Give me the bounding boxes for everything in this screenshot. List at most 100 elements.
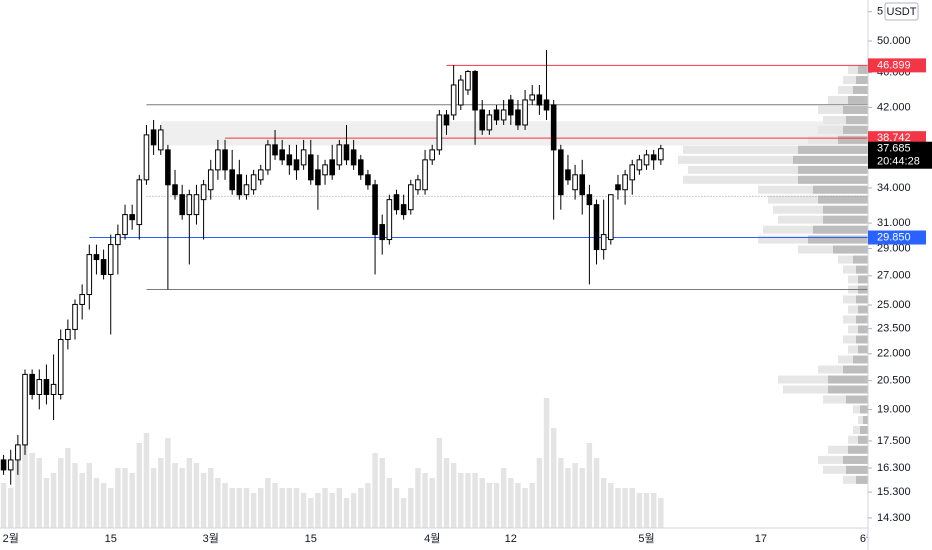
volume-bar	[615, 488, 621, 528]
candle-body	[465, 71, 471, 91]
volume-bar	[450, 463, 457, 528]
level-label: 38.742	[877, 132, 911, 144]
volume-bar	[86, 463, 93, 528]
candle-body	[443, 114, 450, 126]
volume-bar	[586, 443, 593, 528]
profile-row	[843, 76, 868, 85]
volume-bar	[658, 498, 664, 528]
profile-row-dark	[843, 365, 868, 374]
candle-body	[386, 199, 393, 241]
y-tick-label: 31.000	[877, 217, 911, 229]
profile-row-dark	[853, 85, 868, 94]
candle-body	[629, 164, 636, 181]
profile-row-dark	[846, 115, 868, 124]
candle-body	[322, 164, 328, 176]
candle-body	[522, 99, 528, 126]
profile-row	[843, 335, 868, 344]
profile-row-dark	[846, 395, 868, 404]
level-label-bg	[868, 131, 926, 146]
volume-bar	[15, 453, 21, 528]
volume-bar	[50, 473, 57, 528]
candle-body	[643, 154, 650, 166]
volume-bar	[250, 493, 257, 528]
volume-bar	[472, 473, 478, 528]
volume-bar	[200, 473, 207, 528]
profile-row-dark	[798, 145, 868, 154]
candle-body	[15, 444, 21, 461]
volume-bar	[22, 433, 28, 528]
y-tick-label: 22.000	[877, 348, 911, 360]
volume-bar	[0, 483, 7, 528]
candle-body	[536, 94, 543, 106]
candle-body	[222, 149, 228, 171]
candle-body	[529, 94, 536, 101]
candle-body	[136, 179, 143, 226]
candle-body	[193, 194, 200, 216]
candle-body	[72, 303, 78, 330]
volume-bar	[593, 458, 600, 528]
profile-row	[823, 115, 868, 124]
volume-bar	[650, 493, 657, 528]
volume-bar	[536, 458, 543, 528]
candle-body	[272, 144, 278, 156]
candle-body	[250, 174, 257, 191]
volume-bar	[500, 468, 507, 528]
volume-bar	[79, 473, 85, 528]
x-tick-label: 3월	[203, 532, 219, 545]
volume-bar	[350, 493, 357, 528]
candle-body	[93, 254, 100, 261]
volume-bar	[608, 483, 614, 528]
volume-bar	[479, 478, 485, 528]
candle-body	[165, 149, 171, 186]
volume-bar	[72, 463, 78, 528]
volume-bar	[122, 468, 128, 528]
candle-body	[100, 259, 107, 275]
volume-bar	[543, 398, 550, 528]
candle-body	[50, 383, 57, 395]
countdown-label: 20:44:28	[877, 156, 920, 168]
candle-body	[207, 169, 214, 191]
candle-body	[622, 174, 628, 191]
profile-row	[843, 295, 868, 304]
candle-body	[57, 338, 64, 395]
profile-row-dark	[846, 465, 868, 474]
volume-bar	[265, 478, 271, 528]
currency-label: USDT	[887, 6, 917, 18]
profile-row	[843, 265, 868, 274]
profile-row-dark	[856, 335, 868, 344]
volume-bar	[186, 458, 193, 528]
candle-body	[300, 149, 307, 166]
volume-bar	[222, 483, 228, 528]
profile-row	[778, 375, 868, 384]
profile-row-dark	[858, 275, 868, 284]
volume-bar	[636, 493, 643, 528]
profile-row-dark	[853, 355, 868, 364]
volume-bar	[293, 488, 300, 528]
candle-body	[436, 114, 443, 151]
candle-body	[650, 154, 657, 161]
profile-row-dark	[856, 295, 868, 304]
volume-bar	[93, 478, 100, 528]
volume-bar	[372, 453, 378, 528]
profile-row	[843, 475, 868, 484]
volume-bar	[143, 433, 150, 528]
volume-bar	[172, 463, 178, 528]
profile-row-dark	[858, 305, 868, 314]
volume-bar	[415, 468, 421, 528]
candle-body	[379, 224, 385, 241]
candle-body	[479, 109, 486, 131]
y-tick-label: 17.500	[877, 435, 911, 447]
candle-body	[372, 184, 378, 236]
x-tick-label: 12	[505, 533, 517, 545]
candle-body	[143, 134, 150, 181]
candle-body	[36, 379, 43, 395]
volume-bar	[308, 498, 314, 528]
candle-body	[107, 244, 114, 275]
volume-bar	[58, 458, 64, 528]
candle-body	[415, 179, 421, 191]
volume-bar	[108, 488, 114, 528]
profile-row-dark	[813, 185, 868, 194]
volume-bar	[43, 478, 50, 528]
